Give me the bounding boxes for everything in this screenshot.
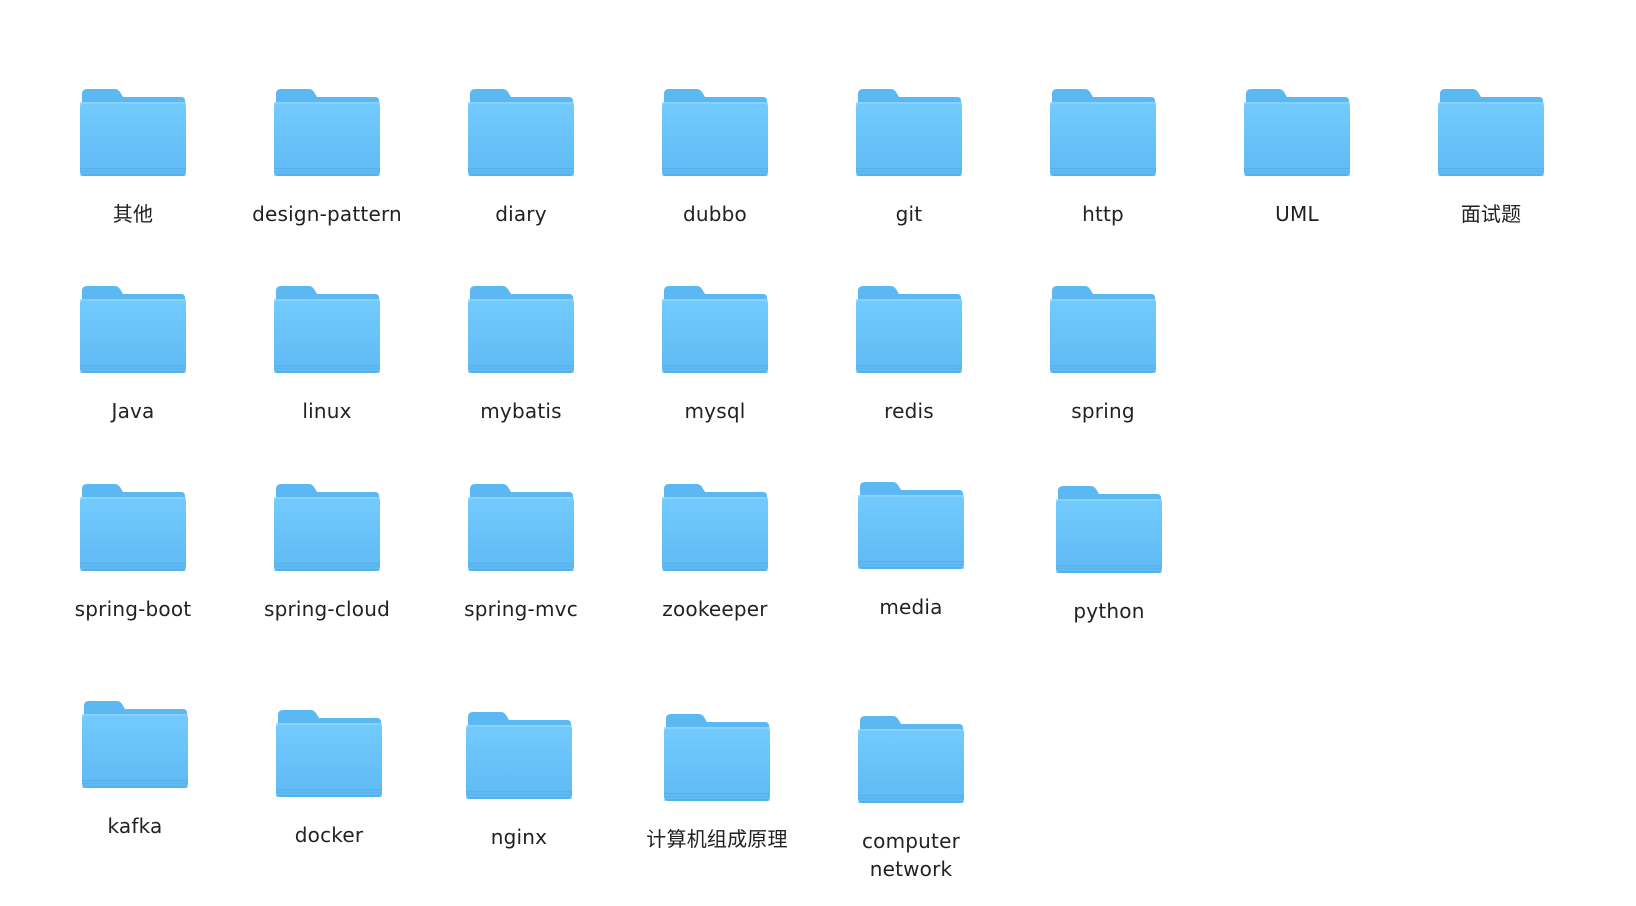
folder-label: dubbo — [683, 202, 747, 226]
folder-icon — [274, 286, 380, 373]
folder-label: mysql — [684, 399, 746, 423]
folder-item[interactable]: dubbo — [625, 88, 805, 228]
folder-label: mybatis — [480, 399, 562, 423]
folder-label: spring-boot — [74, 597, 192, 621]
folder-item[interactable]: 面试题 — [1401, 88, 1581, 228]
folder-icon — [858, 482, 964, 569]
folder-icon — [856, 286, 962, 373]
folder-label: 面试题 — [1460, 202, 1522, 226]
folder-icon — [662, 286, 768, 373]
folder-item[interactable]: 计算机组成原理 — [627, 713, 807, 853]
folder-icon — [80, 484, 186, 571]
folder-icon — [468, 484, 574, 571]
folder-icon — [858, 716, 964, 803]
folder-icon — [466, 712, 572, 799]
folder-label: git — [895, 202, 923, 226]
folder-item[interactable]: media — [821, 481, 1001, 621]
folder-item[interactable]: 其他 — [43, 88, 223, 228]
folder-item[interactable]: Java — [43, 285, 223, 425]
folder-label: design-pattern — [252, 202, 402, 226]
folder-label: http — [1082, 202, 1124, 226]
folder-icon — [1050, 286, 1156, 373]
folder-label: redis — [884, 399, 934, 423]
folder-icon — [1244, 89, 1350, 176]
folder-item[interactable]: python — [1019, 485, 1199, 625]
folder-label: diary — [495, 202, 547, 226]
folder-label: media — [879, 595, 943, 619]
folder-item[interactable]: spring-cloud — [237, 483, 417, 623]
folder-icon — [664, 714, 770, 801]
folder-label: docker — [294, 823, 364, 847]
folder-icon — [274, 89, 380, 176]
folder-icon — [662, 89, 768, 176]
folder-item[interactable]: spring — [1013, 285, 1193, 425]
folder-label: 其他 — [112, 202, 154, 226]
folder-item[interactable]: http — [1013, 88, 1193, 228]
folder-label: zookeeper — [662, 597, 768, 621]
folder-icon — [80, 286, 186, 373]
folder-label: kafka — [107, 814, 163, 838]
folder-label: python — [1073, 599, 1145, 623]
folder-item[interactable]: nginx — [429, 711, 609, 851]
folder-item[interactable]: zookeeper — [625, 483, 805, 623]
folder-icon — [276, 710, 382, 797]
folder-icon — [468, 286, 574, 373]
folder-label: spring-mvc — [464, 597, 578, 621]
folder-item[interactable]: redis — [819, 285, 999, 425]
folder-icon — [80, 89, 186, 176]
folder-item[interactable]: docker — [239, 709, 419, 849]
folder-icon — [662, 484, 768, 571]
folder-icon — [1050, 89, 1156, 176]
folder-label: computer network — [861, 829, 961, 881]
folder-icon — [1438, 89, 1544, 176]
folder-item[interactable]: diary — [431, 88, 611, 228]
folder-icon — [82, 701, 188, 788]
folder-item[interactable]: UML — [1207, 88, 1387, 228]
folder-label: 计算机组成原理 — [646, 827, 788, 851]
folder-item[interactable]: spring-boot — [43, 483, 223, 623]
folder-icon — [856, 89, 962, 176]
folder-label: UML — [1275, 202, 1319, 226]
folder-item[interactable]: git — [819, 88, 999, 228]
folder-label: nginx — [490, 825, 548, 849]
folder-label: Java — [111, 399, 155, 423]
folder-item[interactable]: spring-mvc — [431, 483, 611, 623]
folder-item[interactable]: linux — [237, 285, 417, 425]
folder-icon — [1056, 486, 1162, 573]
folder-item[interactable]: kafka — [45, 700, 225, 840]
folder-icon — [468, 89, 574, 176]
folder-label: linux — [302, 399, 352, 423]
folder-item[interactable]: computer network — [821, 715, 1001, 883]
folder-label: spring-cloud — [263, 597, 391, 621]
folder-item[interactable]: mybatis — [431, 285, 611, 425]
folder-icon — [274, 484, 380, 571]
folder-item[interactable]: design-pattern — [237, 88, 417, 228]
folder-label: spring — [1071, 399, 1135, 423]
folder-item[interactable]: mysql — [625, 285, 805, 425]
